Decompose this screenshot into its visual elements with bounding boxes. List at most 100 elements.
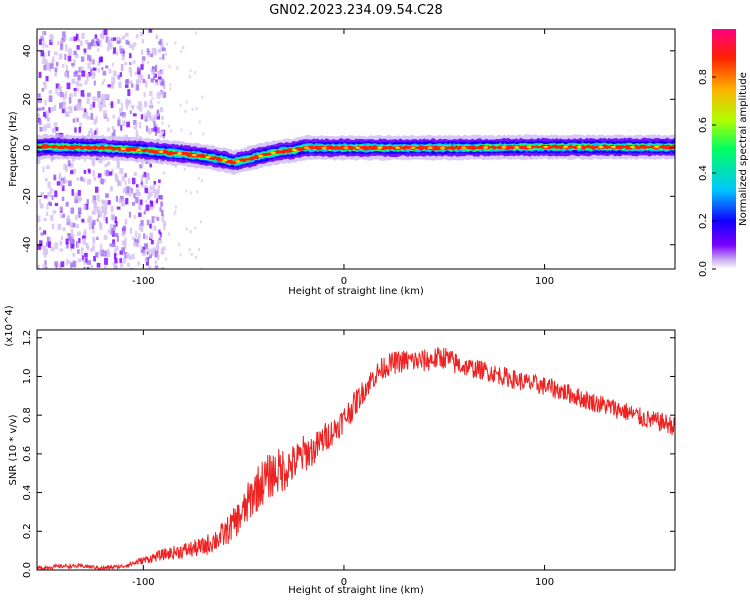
noise-speck xyxy=(74,127,77,133)
noise-speck xyxy=(133,119,137,125)
noise-speck xyxy=(143,249,146,256)
noise-speck xyxy=(124,134,128,139)
noise-speck xyxy=(124,219,128,225)
noise-speck xyxy=(174,205,177,209)
noise-speck xyxy=(103,78,106,83)
noise-speck xyxy=(160,81,164,86)
noise-speck xyxy=(53,127,56,134)
noise-speck xyxy=(78,102,82,109)
noise-speck xyxy=(41,31,45,39)
ridge-peak xyxy=(514,146,520,149)
noise-speck xyxy=(152,188,156,194)
ridge-peak xyxy=(427,146,433,149)
noise-speck xyxy=(58,85,61,91)
noise-speck xyxy=(92,244,95,252)
noise-speck xyxy=(149,91,153,97)
noise-speck xyxy=(144,257,148,263)
noise-speck xyxy=(71,62,75,66)
noise-speck xyxy=(70,170,74,175)
noise-speck xyxy=(83,52,86,56)
noise-speck xyxy=(45,76,49,82)
noise-speck xyxy=(61,177,65,181)
noise-speck xyxy=(159,38,164,45)
noise-speck xyxy=(55,88,58,94)
noise-speck xyxy=(100,205,105,213)
noise-speck xyxy=(57,223,62,230)
noise-speck xyxy=(62,180,66,184)
noise-speck xyxy=(143,91,146,98)
noise-speck xyxy=(159,90,164,96)
noise-speck xyxy=(121,112,126,118)
noise-speck xyxy=(201,95,204,99)
noise-speck xyxy=(151,216,155,223)
noise-speck xyxy=(73,50,77,55)
noise-speck xyxy=(88,71,91,77)
noise-speck xyxy=(66,75,70,79)
noise-speck xyxy=(46,123,51,129)
noise-speck xyxy=(141,56,146,61)
noise-speck xyxy=(75,33,79,40)
noise-speck xyxy=(105,217,108,224)
noise-speck xyxy=(195,107,198,111)
noise-speck xyxy=(165,42,168,46)
noise-speck xyxy=(49,187,53,194)
noise-speck xyxy=(71,156,75,162)
noise-speck xyxy=(150,101,153,109)
noise-speck xyxy=(59,241,63,246)
noise-speck xyxy=(73,106,78,111)
noise-speck xyxy=(59,248,64,252)
noise-speck xyxy=(152,185,155,189)
noise-speck xyxy=(137,80,142,84)
noise-speck xyxy=(158,41,162,45)
noise-speck xyxy=(67,180,72,187)
noise-speck xyxy=(136,134,139,139)
noise-speck xyxy=(155,79,158,84)
noise-speck xyxy=(92,72,96,77)
noise-speck xyxy=(174,164,177,168)
noise-speck xyxy=(141,60,145,66)
noise-speck xyxy=(62,93,66,101)
noise-speck xyxy=(125,186,130,194)
x-tick-label: -100 xyxy=(132,577,155,588)
noise-speck xyxy=(156,240,160,246)
noise-speck xyxy=(87,179,91,185)
noise-speck xyxy=(190,253,193,257)
noise-speck xyxy=(89,58,94,64)
noise-speck xyxy=(157,188,160,195)
noise-speck xyxy=(39,240,43,247)
noise-speck xyxy=(160,132,163,136)
noise-speck xyxy=(90,264,93,269)
noise-speck xyxy=(48,95,53,102)
ridge-peak xyxy=(205,155,211,159)
noise-speck xyxy=(92,236,96,244)
noise-speck xyxy=(125,98,129,104)
noise-speck xyxy=(103,202,108,210)
noise-speck xyxy=(64,179,68,183)
noise-speck xyxy=(52,56,55,62)
noise-speck xyxy=(91,210,95,215)
noise-speck xyxy=(131,202,136,206)
noise-speck xyxy=(73,117,77,123)
noise-speck xyxy=(137,101,142,105)
noise-speck xyxy=(43,217,47,222)
snr-multiplier: (x10^4) xyxy=(4,305,15,346)
y-tick-label: 40 xyxy=(22,44,33,57)
noise-speck xyxy=(117,116,121,120)
ridge-band xyxy=(37,143,675,165)
noise-speck xyxy=(98,101,101,107)
noise-speck xyxy=(81,255,84,261)
noise-speck xyxy=(73,87,77,91)
noise-speck xyxy=(101,98,106,104)
noise-speck xyxy=(157,185,161,189)
noise-speck xyxy=(122,120,126,126)
ridge-peak xyxy=(483,146,489,149)
noise-speck xyxy=(83,259,87,265)
noise-speck xyxy=(121,247,125,253)
noise-speck xyxy=(107,161,111,166)
noise-speck xyxy=(60,261,65,268)
noise-speck xyxy=(148,115,153,121)
noise-speck xyxy=(50,106,54,112)
noise-speck xyxy=(43,82,47,89)
noise-speck xyxy=(100,33,104,38)
noise-speck xyxy=(94,34,98,39)
